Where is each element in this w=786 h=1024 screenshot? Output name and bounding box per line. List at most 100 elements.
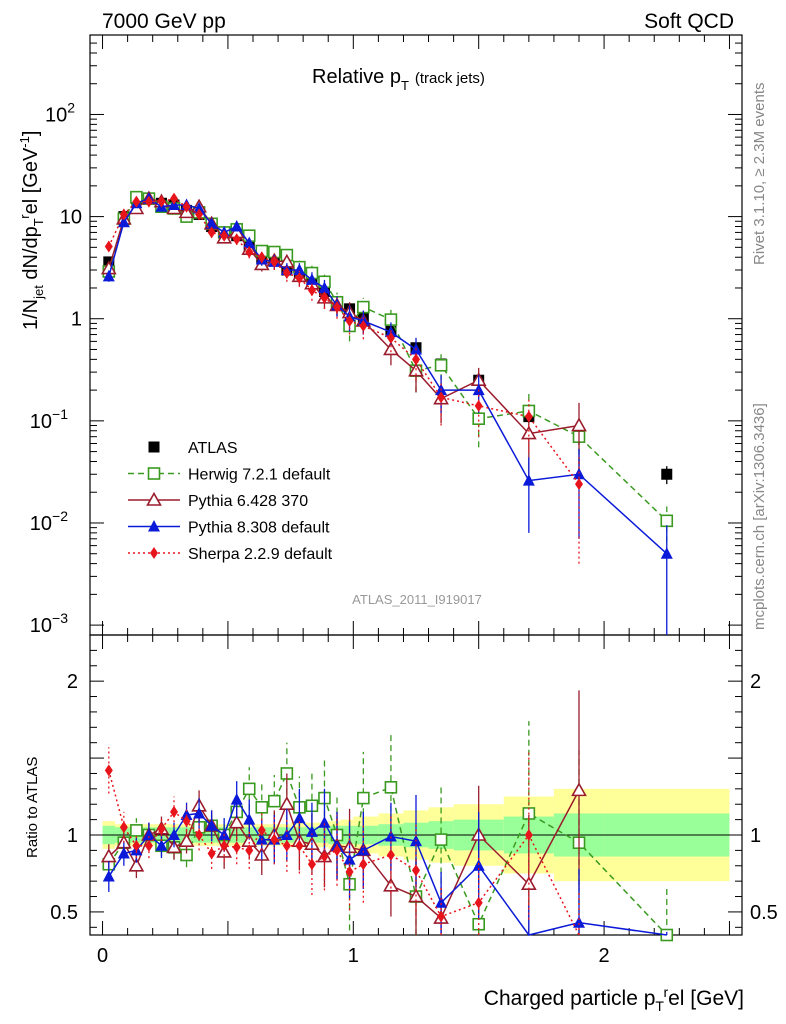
chart-title-paren: (track jets) — [415, 70, 485, 87]
ratio-point-herwig — [242, 782, 256, 796]
ratio-point-sherpa — [412, 864, 420, 877]
ratio-point-sherpa — [245, 844, 254, 857]
main-y-tick-label: 10−2 — [30, 508, 68, 535]
ratio-point-sherpa — [295, 839, 304, 852]
x-tick-label: 2 — [599, 945, 610, 967]
x-tick-label: 1 — [348, 945, 359, 967]
ratio-point-pythia8 — [384, 830, 397, 842]
legend-label-herwig: Herwig 7.2.1 default — [188, 467, 331, 484]
main-series-sherpa — [104, 192, 583, 564]
ratio-point-pythia8 — [230, 793, 243, 805]
ratio-point-pythia8 — [142, 828, 155, 840]
ratio-point-pythia6 — [228, 814, 245, 829]
main-series-pythia8 — [102, 192, 673, 635]
ratio-point-pythia6 — [278, 796, 295, 811]
ratio-point-herwig — [268, 794, 281, 808]
main-point-pythia8 — [472, 383, 485, 396]
axis-ticks — [90, 34, 742, 935]
ratio-point-sherpa — [386, 849, 395, 861]
chart-title-sub: T — [401, 78, 409, 93]
ratio-point-herwig — [384, 781, 398, 794]
main-point-pythia8 — [522, 474, 535, 486]
main-point-pythia6 — [520, 425, 537, 440]
main-series-herwig — [102, 190, 674, 543]
ratio-y-tick-label-right: 0.5 — [750, 902, 778, 924]
ratio-y-tick-label-left: 2 — [67, 671, 78, 693]
main-point-herwig — [660, 514, 674, 528]
ratio-point-pythia8 — [293, 811, 306, 824]
main-y-axis-title: 1/Njet dN/dpTrel [GeV-1] — [17, 131, 46, 330]
main-y-tick-exponent: −2 — [52, 508, 68, 524]
ratio-point-pythia8 — [155, 839, 168, 851]
ratio-point-sherpa — [132, 839, 141, 852]
ratio-series-group — [100, 690, 674, 942]
main-point-sherpa — [119, 208, 128, 221]
main-y-tick-exponent: −3 — [52, 610, 68, 626]
main-point-sherpa — [575, 478, 583, 491]
ratio-point-sherpa — [220, 839, 229, 852]
ratio-point-sherpa — [170, 805, 179, 818]
legend-marker-pythia6 — [146, 491, 162, 506]
main-y-tick-label: 10−1 — [30, 406, 68, 433]
main-point-pythia8 — [205, 217, 218, 229]
main-point-sherpa — [270, 255, 279, 268]
ratio-point-sherpa — [320, 850, 329, 863]
main-point-sherpa — [195, 208, 204, 221]
ratio-point-pythia8 — [280, 828, 293, 840]
analysis-watermark: ATLAS_2011_I919017 — [352, 592, 482, 607]
main-point-pythia8 — [102, 269, 115, 282]
main-point-pythia8 — [318, 281, 331, 293]
ratio-point-pythia8 — [180, 808, 193, 820]
main-series-pythia6 — [100, 190, 587, 483]
ratio-point-pythia6 — [178, 833, 195, 847]
main-point-sherpa — [320, 291, 329, 304]
ratio-y-tick-label-right: 2 — [750, 671, 761, 693]
ratio-point-pythia8 — [193, 806, 206, 819]
main-series-group — [100, 190, 674, 635]
ratio-point-sherpa — [437, 910, 446, 923]
ratio-y-axis-title: Ratio to ATLAS — [24, 757, 41, 858]
chart-title: Relative pT (track jets) — [312, 66, 485, 93]
ratio-point-herwig — [255, 801, 269, 814]
main-point-sherpa — [412, 353, 420, 366]
ratio-point-pythia8 — [472, 859, 485, 871]
main-point-pythia8 — [243, 236, 256, 249]
ratio-point-pythia8 — [205, 819, 218, 831]
legend-marker-data — [148, 441, 160, 453]
header-right: Soft QCD — [644, 10, 734, 33]
main-point-pythia6 — [383, 341, 399, 356]
ratio-point-herwig — [434, 833, 448, 846]
main-point-sherpa — [245, 246, 254, 259]
main-point-data — [661, 468, 673, 480]
main-point-herwig — [434, 358, 448, 372]
ratio-point-sherpa — [257, 824, 266, 837]
main-point-sherpa — [132, 195, 141, 208]
main-point-sherpa — [104, 240, 113, 253]
main-y-tick-exponent: −1 — [52, 406, 68, 422]
ratio-line-pythia8 — [108, 797, 667, 936]
main-point-sherpa — [144, 195, 153, 208]
legend-marker-pythia8 — [148, 520, 160, 532]
ratio-point-pythia6 — [383, 877, 399, 892]
axis-tick-labels: 10−3 10−2 10−1 1 10 102 0 1 2 0.5 0.5 1 1 2 2 — [30, 99, 778, 967]
main-point-sherpa — [345, 314, 354, 327]
ratio-point-pythia8 — [168, 828, 181, 840]
ratio-point-herwig — [357, 791, 370, 805]
x-axis-title: Charged particle pTrel [GeV] — [484, 984, 744, 1014]
ratio-point-pythia8 — [573, 916, 585, 928]
x-tick-label: 0 — [97, 945, 108, 967]
ratio-point-sherpa — [182, 815, 191, 828]
legend-marker-sherpa — [150, 547, 158, 559]
ratio-point-pythia8 — [305, 825, 318, 837]
ratio-point-sherpa — [207, 847, 216, 860]
main-y-tick-label: 1 — [71, 309, 82, 331]
legend: ATLAS Herwig 7.2.1 default Pythia 6.428 37… — [128, 440, 333, 563]
ratio-point-pythia8 — [102, 870, 115, 882]
legend-label-pythia6: Pythia 6.428 370 — [188, 493, 308, 510]
main-point-pythia8 — [117, 215, 130, 228]
main-point-sherpa — [437, 391, 446, 404]
ratio-point-sherpa — [474, 896, 483, 909]
legend-marker-herwig — [147, 467, 161, 480]
chart-title-main: Relative p — [312, 66, 401, 88]
ratio-point-sherpa — [333, 844, 342, 857]
